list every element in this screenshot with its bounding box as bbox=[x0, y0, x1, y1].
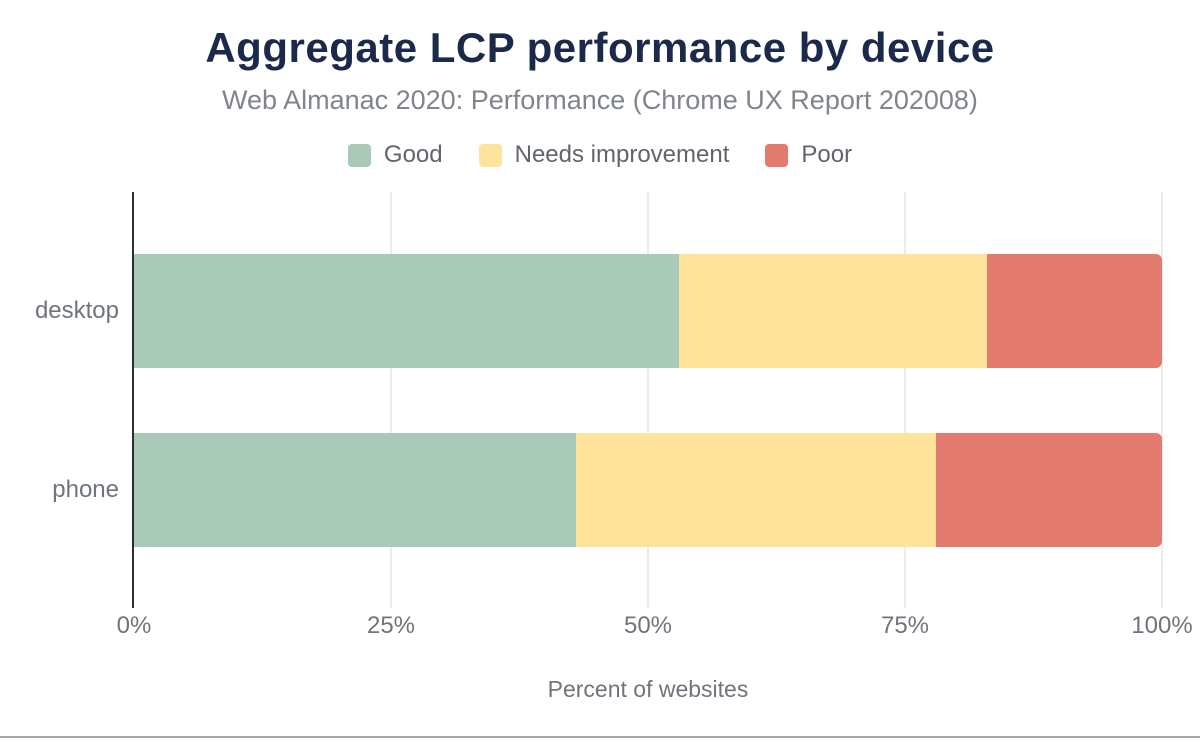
x-axis-tick-25: 25% bbox=[366, 612, 416, 639]
bar-segment-phone-poor[interactable] bbox=[935, 433, 1162, 547]
legend-label-poor: Poor bbox=[801, 141, 853, 168]
y-axis-label-desktop: desktop bbox=[34, 297, 119, 324]
bar-segment-desktop-poor[interactable] bbox=[987, 254, 1162, 368]
legend-label-good: Good bbox=[383, 141, 443, 168]
gridline-100 bbox=[1161, 192, 1163, 608]
x-axis-tick-0: 0% bbox=[116, 612, 152, 639]
x-axis-tick-75: 75% bbox=[880, 612, 930, 639]
gridline-50 bbox=[647, 192, 649, 608]
bar-segment-phone-needs-improvement[interactable] bbox=[576, 433, 936, 547]
legend-item-poor[interactable]: Poor bbox=[765, 141, 852, 169]
x-axis-tick-50: 50% bbox=[623, 612, 673, 639]
needs-improvement-swatch-icon bbox=[478, 143, 502, 167]
legend: Good Needs improvement Poor bbox=[0, 141, 1200, 169]
x-axis-title: Percent of websites bbox=[547, 676, 749, 702]
bar-desktop bbox=[134, 254, 1162, 368]
y-axis-label-phone: phone bbox=[52, 476, 119, 503]
legend-item-good[interactable]: Good bbox=[347, 141, 443, 169]
bar-segment-phone-good[interactable] bbox=[134, 433, 577, 547]
bar-segment-desktop-good[interactable] bbox=[134, 254, 679, 368]
x-axis-tick-100: 100% bbox=[1131, 612, 1193, 639]
good-swatch-icon bbox=[347, 143, 371, 167]
gridline-25 bbox=[390, 192, 392, 608]
bottom-divider bbox=[0, 736, 1200, 738]
plot-area bbox=[132, 192, 1163, 608]
chart-subtitle: Web Almanac 2020: Performance (Chrome UX… bbox=[222, 85, 978, 115]
gridline-75 bbox=[904, 192, 906, 608]
bar-segment-desktop-needs-improvement[interactable] bbox=[678, 254, 988, 368]
chart-title: Aggregate LCP performance by device bbox=[205, 24, 995, 71]
legend-label-needs-improvement: Needs improvement bbox=[514, 141, 730, 168]
y-axis-line bbox=[132, 192, 134, 608]
legend-item-needs-improvement[interactable]: Needs improvement bbox=[478, 141, 730, 169]
bar-phone bbox=[134, 433, 1162, 547]
poor-swatch-icon bbox=[765, 143, 789, 167]
